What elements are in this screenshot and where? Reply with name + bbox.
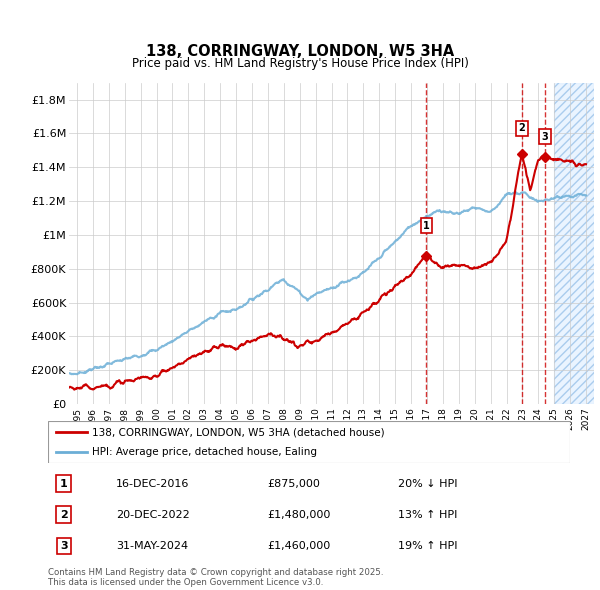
Text: Price paid vs. HM Land Registry's House Price Index (HPI): Price paid vs. HM Land Registry's House … <box>131 57 469 70</box>
Text: 13% ↑ HPI: 13% ↑ HPI <box>398 510 457 520</box>
Text: 2: 2 <box>518 123 525 133</box>
Text: 138, CORRINGWAY, LONDON, W5 3HA: 138, CORRINGWAY, LONDON, W5 3HA <box>146 44 454 59</box>
Text: 20% ↓ HPI: 20% ↓ HPI <box>398 478 457 489</box>
Text: 20-DEC-2022: 20-DEC-2022 <box>116 510 190 520</box>
Text: £875,000: £875,000 <box>267 478 320 489</box>
Text: 31-MAY-2024: 31-MAY-2024 <box>116 541 188 551</box>
Text: 19% ↑ HPI: 19% ↑ HPI <box>398 541 457 551</box>
Text: £1,480,000: £1,480,000 <box>267 510 331 520</box>
Text: 1: 1 <box>60 478 68 489</box>
Text: 3: 3 <box>60 541 67 551</box>
Text: 16-DEC-2016: 16-DEC-2016 <box>116 478 189 489</box>
Text: 138, CORRINGWAY, LONDON, W5 3HA (detached house): 138, CORRINGWAY, LONDON, W5 3HA (detache… <box>92 427 385 437</box>
Text: HPI: Average price, detached house, Ealing: HPI: Average price, detached house, Eali… <box>92 447 317 457</box>
Text: 1: 1 <box>423 221 430 231</box>
Bar <box>554 83 594 404</box>
Bar <box>554 83 594 404</box>
Text: Contains HM Land Registry data © Crown copyright and database right 2025.
This d: Contains HM Land Registry data © Crown c… <box>48 568 383 587</box>
FancyBboxPatch shape <box>48 421 570 463</box>
Text: 2: 2 <box>60 510 68 520</box>
Text: 3: 3 <box>542 132 548 142</box>
Text: £1,460,000: £1,460,000 <box>267 541 331 551</box>
